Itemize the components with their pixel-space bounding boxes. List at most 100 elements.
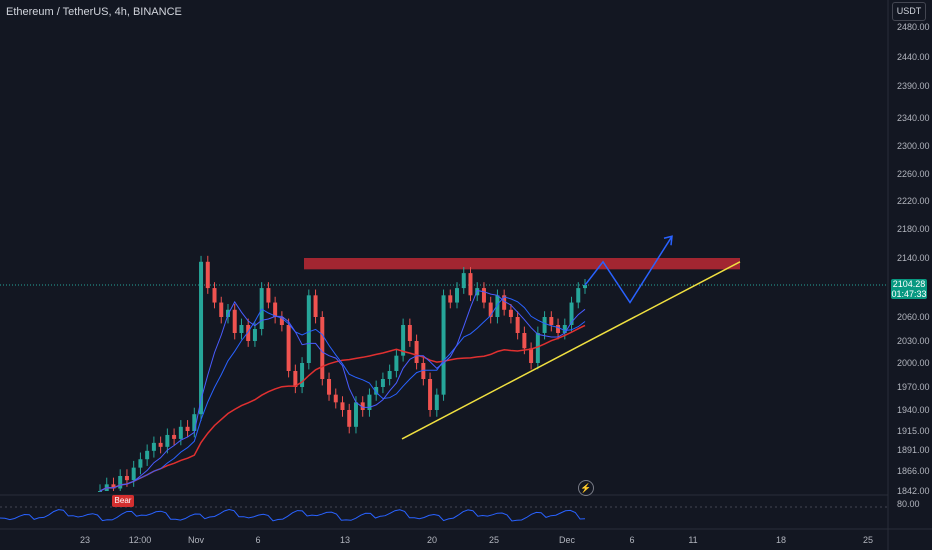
ma-fast-line: [99, 289, 586, 492]
candle-body: [327, 379, 332, 395]
y-tick-label: 2390.00: [897, 81, 930, 91]
candle-body: [232, 309, 237, 333]
candle-body: [124, 476, 129, 481]
candle-body: [529, 348, 534, 363]
indicator-line: [0, 508, 586, 522]
candle-body: [293, 371, 298, 387]
x-tick-label: Dec: [559, 535, 576, 545]
candle-body: [320, 317, 325, 379]
candle-body: [502, 295, 507, 310]
x-tick-label: 12:00: [129, 535, 152, 545]
y-tick-label: 2060.00: [897, 312, 930, 322]
candle-body: [225, 309, 230, 317]
projection-path: [584, 235, 673, 304]
candle-body: [394, 355, 399, 371]
candle-body: [252, 329, 257, 341]
candle-body: [367, 394, 372, 410]
candle-body: [300, 363, 305, 387]
candle-body: [118, 476, 123, 489]
candle-body: [549, 317, 554, 325]
y-tick-label: 2300.00: [897, 141, 930, 151]
candle-body: [569, 302, 574, 325]
bear-badge: Bear: [112, 495, 134, 507]
candle-body: [455, 288, 460, 303]
x-tick-label: 20: [427, 535, 437, 545]
candle-body: [448, 295, 453, 303]
candle-body: [138, 459, 143, 468]
ma-short-line: [99, 296, 586, 492]
candle-body: [414, 341, 419, 363]
candle-body: [151, 442, 156, 451]
candle-body: [266, 288, 271, 303]
candle-body: [145, 450, 150, 460]
candle-body: [192, 414, 197, 431]
candle-body: [165, 434, 170, 447]
candle-body: [360, 402, 365, 410]
chart-title: Ethereum / TetherUS, 4h, BINANCE: [6, 6, 182, 18]
candle-body: [461, 273, 466, 289]
y-tick-label: 1940.00: [897, 405, 930, 415]
indicator-level-label: 80.00: [897, 499, 920, 509]
candle-body: [212, 288, 217, 303]
y-tick-label: 2180.00: [897, 224, 930, 234]
candle-body: [407, 325, 412, 341]
projection-arrowhead: [663, 235, 673, 246]
y-tick-label: 1915.00: [897, 426, 930, 436]
candle-body: [522, 333, 527, 349]
x-tick-label: 6: [255, 535, 260, 545]
x-tick-label: 11: [688, 535, 697, 545]
candle-body: [111, 484, 116, 489]
candle-body: [340, 402, 345, 410]
currency-button[interactable]: USDT: [892, 2, 926, 21]
candle-body: [347, 410, 352, 427]
candle-body: [286, 325, 291, 371]
candle-body: [441, 295, 446, 395]
candle-body: [488, 302, 493, 317]
x-tick-label: 13: [340, 535, 350, 545]
candle-body: [172, 434, 177, 439]
y-tick-label: 2140.00: [897, 253, 930, 263]
y-tick-label: 2220.00: [897, 196, 930, 206]
candle-body: [219, 302, 224, 317]
support-trendline: [401, 261, 741, 440]
candle-body: [387, 371, 392, 379]
x-tick-label: 18: [776, 535, 786, 545]
y-tick-label: 1970.00: [897, 382, 930, 392]
candle-body: [380, 379, 385, 387]
y-tick-label: 1866.00: [897, 466, 930, 476]
candle-body: [576, 288, 581, 303]
candle-body: [562, 325, 567, 333]
candle-body: [374, 387, 379, 395]
candle-body: [515, 317, 520, 333]
candle-body: [279, 317, 284, 325]
x-tick-label: Nov: [188, 535, 205, 545]
resistance-zone: [304, 258, 740, 270]
candle-body: [583, 285, 587, 289]
candle-body: [313, 295, 318, 317]
candle-body: [205, 261, 210, 289]
candle-body: [246, 325, 251, 341]
candle-body: [481, 288, 486, 303]
y-tick-label: 2440.00: [897, 52, 930, 62]
candle-body: [556, 325, 561, 333]
lightning-icon[interactable]: ⚡: [578, 480, 594, 496]
bar-countdown: 01:47:33: [891, 289, 927, 299]
x-tick-label: 25: [489, 535, 499, 545]
candle-body: [468, 273, 473, 296]
x-tick-label: 6: [629, 535, 634, 545]
candle-body: [273, 302, 278, 317]
candle-body: [239, 325, 244, 333]
candle-body: [98, 491, 102, 492]
candle-body: [401, 325, 406, 356]
y-tick-label: 1891.00: [897, 445, 930, 455]
x-tick-label: 23: [80, 535, 90, 545]
candle-body: [353, 402, 358, 427]
candle-body: [434, 394, 439, 410]
candle-body: [158, 442, 163, 447]
candle-body: [535, 333, 540, 363]
candle-body: [542, 317, 547, 333]
y-tick-label: 2480.00: [897, 22, 930, 32]
last-price-tag: 2104.28 01:47:33: [891, 279, 927, 299]
candle-body: [185, 426, 190, 431]
